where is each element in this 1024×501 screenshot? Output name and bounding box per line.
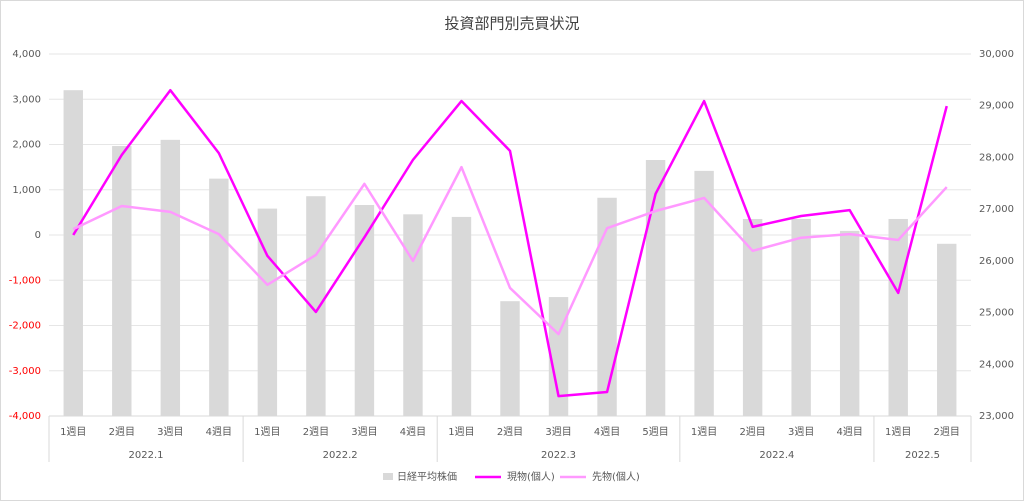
bar [937,243,957,416]
group-label: 2022.5 [905,450,940,461]
x-tick-label: 2週目 [739,426,765,438]
bar [451,216,472,416]
bar [63,90,83,416]
y-tick-label: -2,000 [9,321,41,332]
bar [839,230,860,416]
bar [888,218,908,416]
group-label: 2022.1 [129,450,164,461]
bar [354,205,375,416]
legend-swatch [383,473,393,480]
line [72,165,948,336]
x-tick-label: 3週目 [788,426,814,438]
x-tick-label: 4週目 [400,426,426,438]
y-tick-label: 2,000 [12,140,41,151]
y2-tick-label: 29,000 [979,101,1014,112]
chart-title: 投資部門別売買状況 [444,15,579,33]
x-tick-label: 2週目 [497,426,523,438]
group-label: 2022.3 [541,450,576,461]
y-tick-label: -3,000 [9,366,41,377]
y-tick-label: -1,000 [9,275,41,286]
bar [548,297,569,416]
legend-label: 先物(個人) [592,470,640,483]
x-tick-label: 3週目 [351,426,377,438]
legend-label: 現物(個人) [507,470,555,483]
bar [160,139,181,417]
x-tick-label: 2週目 [109,426,135,438]
bar [742,218,763,416]
group-label: 2022.4 [759,450,794,461]
line [72,88,948,398]
y2-tick-label: 27,000 [979,204,1014,215]
y2-tick-label: 25,000 [979,308,1014,319]
bar [112,146,132,416]
x-tick-label: 2週目 [934,426,960,438]
x-tick-label: 1週目 [254,426,280,438]
y2-tick-label: 30,000 [979,49,1014,60]
bar [597,197,617,416]
x-tick-label: 4週目 [836,426,862,438]
group-label: 2022.2 [323,450,358,461]
y-tick-label: 4,000 [12,49,41,60]
y-tick-label: 3,000 [12,94,41,105]
y2-tick-label: 23,000 [979,411,1014,422]
y-tick-label: -4,000 [9,411,41,422]
bar [209,178,229,416]
bar [694,170,714,416]
y2-tick-label: 24,000 [979,359,1014,370]
y-tick-label: 0 [35,230,41,241]
x-tick-label: 1週目 [691,426,717,438]
x-tick-label: 3週目 [545,426,571,438]
y2-tick-label: 26,000 [979,256,1014,267]
x-tick-label: 1週目 [60,426,86,438]
bar [645,160,666,416]
legend-label: 日経平均株価 [397,470,457,483]
x-tick-label: 5週目 [642,426,668,438]
bar [500,301,520,416]
bar [403,214,423,416]
x-tick-label: 1週目 [885,426,911,438]
x-tick-label: 2週目 [303,426,329,438]
y-tick-label: 1,000 [12,185,41,196]
x-tick-label: 1週目 [448,426,474,438]
y2-tick-label: 28,000 [979,152,1014,163]
x-tick-label: 3週目 [157,426,183,438]
x-tick-label: 4週目 [594,426,620,438]
x-tick-label: 4週目 [206,426,232,438]
bar [306,196,326,416]
bar [791,218,811,416]
